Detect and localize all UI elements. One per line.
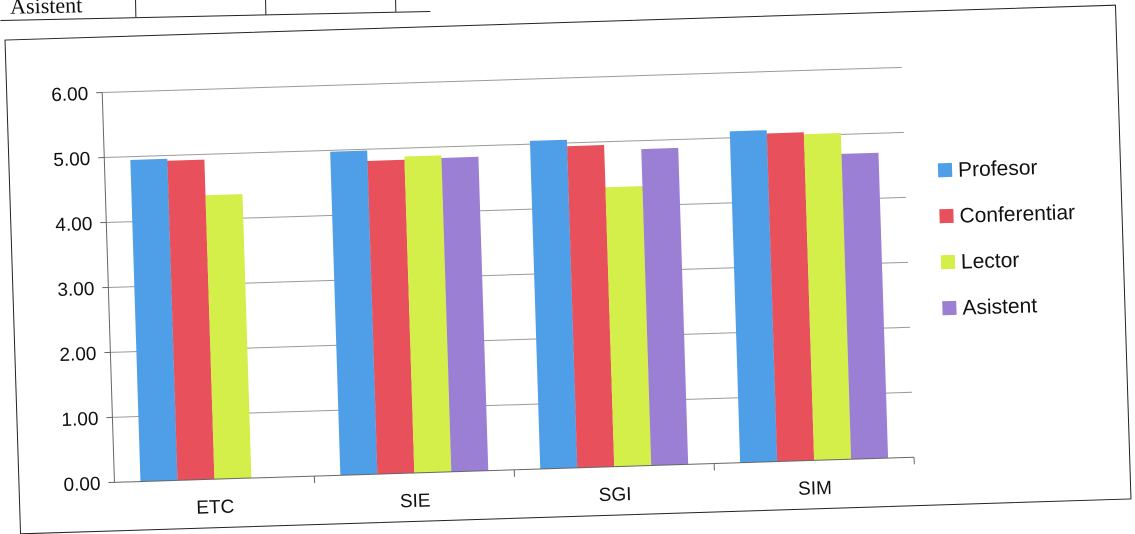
- x-tick-labels: ETC SIE SGI SIM: [196, 478, 832, 519]
- table-row-label: Asistent: [10, 0, 83, 20]
- table-divider: [135, 0, 137, 17]
- legend: Profesor Conferentiar Lector Asistent: [938, 155, 1079, 320]
- x-tick-label: SIE: [400, 490, 431, 512]
- bars: [130, 127, 888, 482]
- table-fragment: Asistent: [0, 0, 430, 21]
- legend-swatch: [942, 301, 956, 315]
- y-tick-label: 4.00: [55, 214, 93, 236]
- y-tick-label: 5.00: [53, 149, 91, 171]
- legend-swatch: [941, 255, 955, 269]
- legend-entry: Lector: [961, 249, 1020, 274]
- bar-chart: 0.00 1.00 2.00 3.00 4.00 5.00 6.00 ETC SIE SGI SI…: [6, 6, 1131, 534]
- y-tick-labels: 0.00 1.00 2.00 3.00 4.00 5.00 6.00: [51, 84, 101, 496]
- y-tick-label: 2.00: [59, 344, 97, 366]
- x-tick-label: SIM: [798, 478, 832, 500]
- legend-entry: Asistent: [962, 294, 1038, 319]
- x-tick-label: SGI: [598, 484, 631, 506]
- y-tick-label: 0.00: [63, 474, 101, 496]
- y-tick-label: 3.00: [57, 279, 95, 301]
- legend-entry: Profesor: [958, 156, 1038, 181]
- y-tick-label: 6.00: [51, 84, 89, 106]
- legend-entry: Conferentiar: [959, 201, 1075, 228]
- chart-frame: 0.00 1.00 2.00 3.00 4.00 5.00 6.00 ETC SIE SGI SI…: [5, 5, 1132, 534]
- x-tick-label: ETC: [196, 497, 235, 519]
- legend-swatch: [938, 163, 952, 177]
- legend-swatch: [939, 209, 953, 223]
- table-divider: [265, 0, 267, 14]
- table-divider: [395, 0, 397, 12]
- y-tick-label: 1.00: [61, 409, 99, 431]
- gridline: [102, 67, 902, 92]
